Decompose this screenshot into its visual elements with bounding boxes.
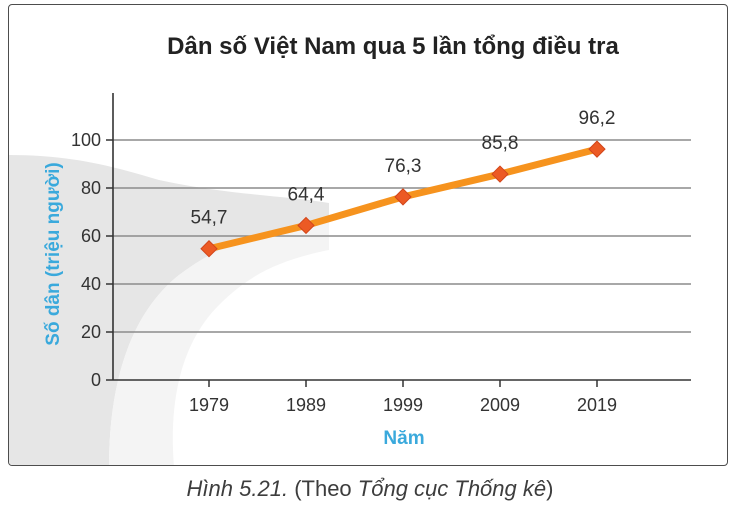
- caption-figure-number: Hình 5.21.: [186, 476, 289, 501]
- data-labels: 54,7 64,4 76,3 85,8 96,2: [191, 108, 616, 229]
- data-point-marker-1999: [394, 188, 412, 206]
- figure-caption: Hình 5.21. (Theo Tổng cục Thống kê): [0, 476, 740, 502]
- y-tick-label-0: 0: [91, 370, 101, 390]
- data-label-2019: 96,2: [579, 108, 616, 129]
- data-label-1999: 76,3: [385, 156, 422, 177]
- caption-source: Tổng cục Thống kê: [357, 476, 547, 501]
- x-tick-label-2009: 2009: [480, 395, 520, 415]
- y-tick-label-20: 20: [81, 322, 101, 342]
- gridlines: [113, 139, 691, 333]
- axes: [106, 93, 691, 387]
- x-tick-label-2019: 2019: [577, 395, 617, 415]
- y-tick-label-80: 80: [81, 178, 101, 198]
- data-point-marker-1979: [200, 240, 218, 258]
- y-tick-label-100: 100: [71, 130, 101, 150]
- data-point-marker-2009: [491, 165, 509, 183]
- data-label-1979: 54,7: [191, 208, 228, 229]
- chart-frame: Dân số Việt Nam qua 5 lần tổng điều tra …: [8, 4, 728, 466]
- data-markers: [200, 140, 606, 258]
- chart-title: Dân số Việt Nam qua 5 lần tổng điều tra: [167, 33, 619, 60]
- y-tick-label-60: 60: [81, 226, 101, 246]
- y-tick-label-40: 40: [81, 274, 101, 294]
- x-tick-label-1979: 1979: [189, 395, 229, 415]
- tick-labels: 0 20 40 60 80 100 1979 1989 1999 2009 2019: [71, 130, 617, 415]
- background-watermark: [9, 155, 329, 465]
- caption-source-open: (Theo: [294, 476, 358, 501]
- x-axis-title: Năm: [383, 428, 424, 449]
- x-tick-label-1999: 1999: [383, 395, 423, 415]
- y-axis-title: Số dân (triệu người): [43, 162, 64, 345]
- data-point-marker-2019: [588, 140, 606, 158]
- line-chart: Dân số Việt Nam qua 5 lần tổng điều tra …: [9, 33, 691, 465]
- data-label-1989: 64,4: [288, 184, 325, 205]
- data-label-2009: 85,8: [482, 133, 519, 154]
- x-tick-label-1989: 1989: [286, 395, 326, 415]
- caption-source-close: ): [546, 476, 554, 501]
- data-point-marker-1989: [297, 216, 315, 235]
